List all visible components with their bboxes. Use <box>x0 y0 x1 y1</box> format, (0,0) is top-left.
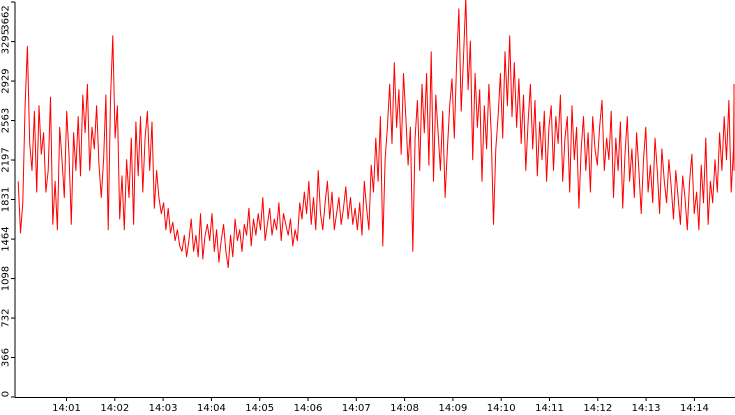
x-tick-label: 14:10 <box>487 403 516 414</box>
x-tick-label: 14:01 <box>52 403 81 414</box>
x-tick-label: 14:06 <box>294 403 323 414</box>
y-tick-label: 3295 <box>1 29 12 54</box>
x-tick-label: 14:02 <box>100 403 129 414</box>
x-tick-label: 14:05 <box>245 403 274 414</box>
y-tick-label: 2197 <box>1 147 12 172</box>
x-tick-label: 14:07 <box>342 403 371 414</box>
x-tick-label: 14:14 <box>680 403 709 414</box>
x-tick-label: 14:09 <box>438 403 467 414</box>
x-tick-label: 14:12 <box>583 403 612 414</box>
series-line <box>17 0 735 269</box>
y-tick-label: 1098 <box>1 266 12 291</box>
y-tick-label: 1464 <box>1 226 12 251</box>
x-tick-label: 14:08 <box>390 403 419 414</box>
x-tick-label: 14:11 <box>535 403 564 414</box>
y-tick-label: 1831 <box>1 187 12 212</box>
x-tick-label: 14:03 <box>149 403 178 414</box>
x-tick-label: 14:04 <box>197 403 226 414</box>
y-tick-label: 3662 <box>1 5 12 30</box>
y-tick-label: 2563 <box>1 108 12 133</box>
y-tick-label: 366 <box>1 348 12 367</box>
series-layer <box>17 0 735 269</box>
y-tick-label: 732 <box>1 308 12 327</box>
x-axis-ticks: 14:01 14:02 14:03 14:04 14:05 14:06 14:07 14:08… <box>52 397 709 414</box>
y-tick-label: 2929 <box>1 68 12 93</box>
x-tick-label: 14:13 <box>632 403 661 414</box>
y-tick-label: 0 <box>1 391 12 397</box>
